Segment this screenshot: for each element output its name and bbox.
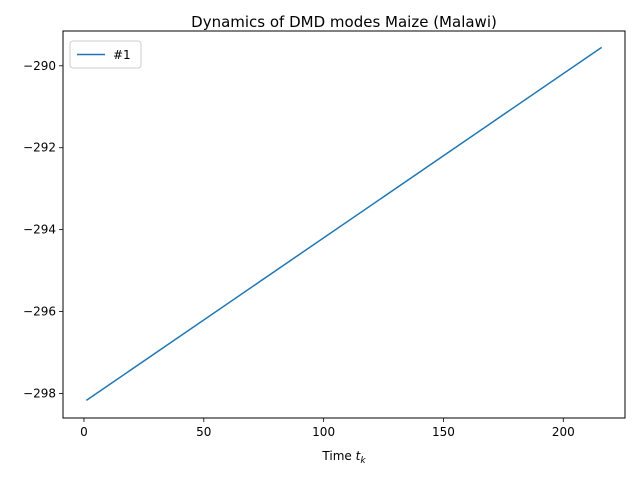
x-tick-label: 200 <box>552 425 575 439</box>
x-axis: 0 50 100 150 200 <box>80 418 575 439</box>
legend: #1 <box>69 40 142 69</box>
legend-box <box>69 40 142 69</box>
plot-frame <box>62 30 626 419</box>
chart-title: Dynamics of DMD modes Maize (Malawi) <box>191 13 497 31</box>
x-axis-label: Time tk <box>321 449 366 466</box>
x-tick-label: 50 <box>196 425 211 439</box>
y-tick-label: −294 <box>23 223 56 237</box>
series-line-1 <box>85 46 603 402</box>
series-layer <box>85 46 603 402</box>
x-tick-label: 150 <box>432 425 455 439</box>
x-tick-label: 100 <box>312 425 335 439</box>
y-tick-label: −290 <box>23 59 56 73</box>
y-tick-label: −296 <box>23 305 56 319</box>
y-axis: −298 −296 −294 −292 −290 <box>23 59 63 400</box>
plot-area <box>62 30 626 419</box>
legend-label-series-1: #1 <box>113 48 131 62</box>
y-tick-label: −298 <box>23 386 56 400</box>
x-tick-label: 0 <box>80 425 88 439</box>
y-tick-label: −292 <box>23 141 56 155</box>
